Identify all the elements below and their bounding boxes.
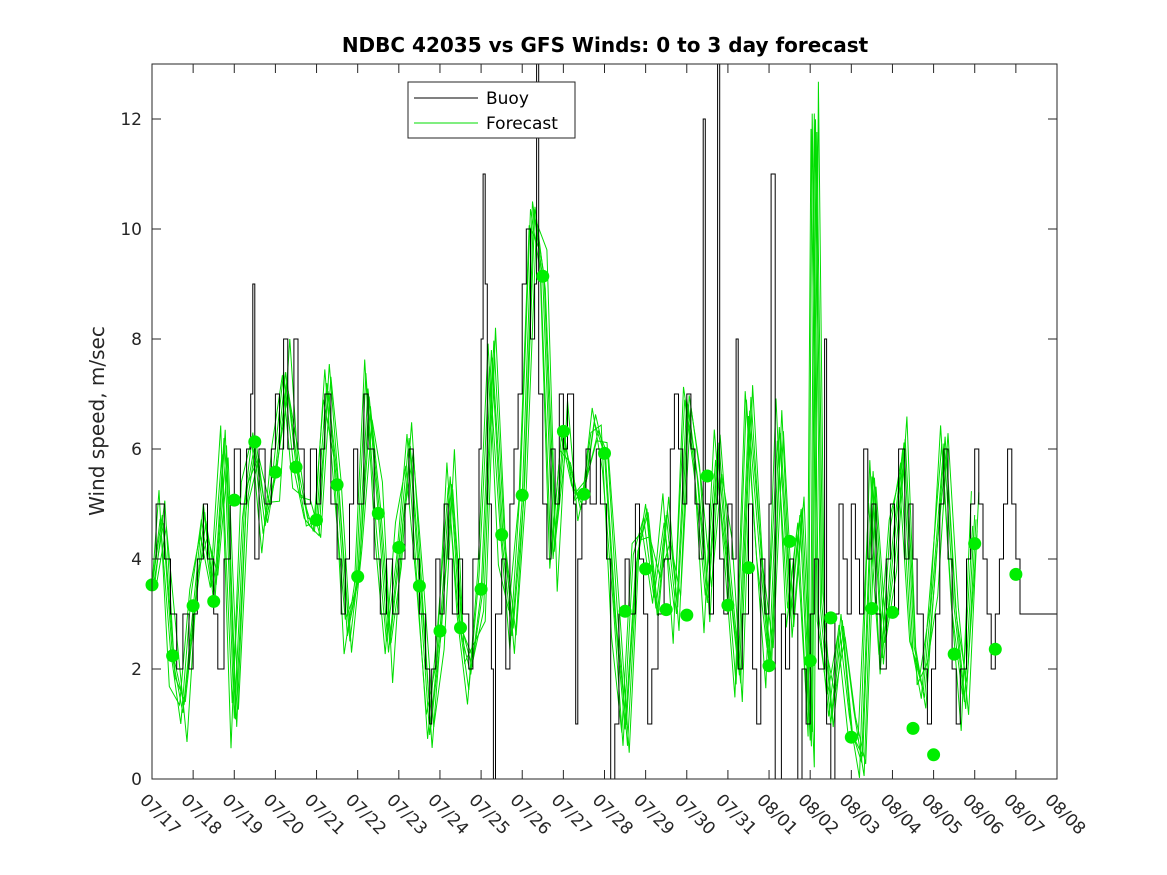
forecast-marker-11 [371,506,385,520]
forecast-marker-31 [783,534,797,548]
forecast-marker-36 [886,605,899,619]
forecast-marker-4 [227,493,241,507]
forecast-marker-3 [207,594,221,608]
forecast-marker-30 [762,659,776,673]
forecast-marker-38 [927,748,941,762]
y-tick-label-6: 12 [120,110,142,130]
forecast-marker-26 [680,608,694,622]
forecast-marker-37 [906,721,920,735]
forecast-marker-39 [947,647,961,661]
forecast-marker-15 [454,621,467,635]
forecast-marker-13 [412,579,426,593]
forecast-marker-10 [351,570,365,584]
forecast-marker-33 [824,611,838,625]
legend-forecast-label: Forecast [486,114,558,134]
forecast-marker-7 [289,460,303,474]
forecast-line-5 [152,119,977,757]
forecast-marker-18 [515,488,529,502]
legend-box [407,81,576,139]
forecast-marker-29 [742,561,755,575]
forecast-marker-28 [721,598,735,612]
forecast-marker-21 [577,487,591,501]
forecast-line-2 [151,113,974,778]
forecast-marker-16 [474,582,488,596]
forecast-marker-25 [659,603,673,617]
forecast-marker-32 [803,654,817,668]
y-tick-label-3: 6 [131,440,142,460]
forecast-marker-8 [310,513,323,527]
plot-area [145,63,1057,780]
forecast-marker-14 [433,624,447,638]
legend-buoy-label: Buoy [486,89,529,109]
forecast-marker-23 [618,604,632,618]
forecast-marker-24 [639,562,653,576]
forecast-marker-42 [1009,567,1023,581]
forecast-marker-9 [330,478,344,492]
y-axis-label: Wind speed, m/sec [85,326,109,516]
forecast-marker-19 [536,269,550,283]
forecast-marker-40 [968,537,982,551]
y-tick-label-5: 10 [120,220,142,240]
chart-title: NDBC 42035 vs GFS Winds: 0 to 3 day fore… [342,33,869,57]
y-axis: 0 2 4 6 8 10 12 [120,110,1057,790]
forecast-markers [145,269,1023,762]
y-tick-label-1: 2 [131,660,142,680]
forecast-marker-6 [268,465,282,479]
forecast-marker-1 [166,649,180,663]
y-tick-label-0: 0 [131,770,142,790]
y-tick-label-4: 8 [131,330,142,350]
forecast-marker-27 [700,469,714,483]
legend: Buoy Forecast [407,81,576,139]
buoy-line [152,63,1057,780]
forecast-marker-17 [495,528,509,542]
forecast-marker-34 [844,730,858,744]
forecast-marker-5 [248,435,262,449]
forecast-marker-35 [865,602,879,615]
y-tick-label-2: 4 [131,550,142,570]
forecast-marker-2 [186,599,200,613]
buoy-step-line [152,63,1057,780]
forecast-marker-20 [556,424,570,438]
forecast-marker-22 [598,446,611,460]
forecast-marker-41 [988,642,1002,656]
forecast-line-3 [155,81,980,768]
forecast-marker-12 [392,541,406,554]
